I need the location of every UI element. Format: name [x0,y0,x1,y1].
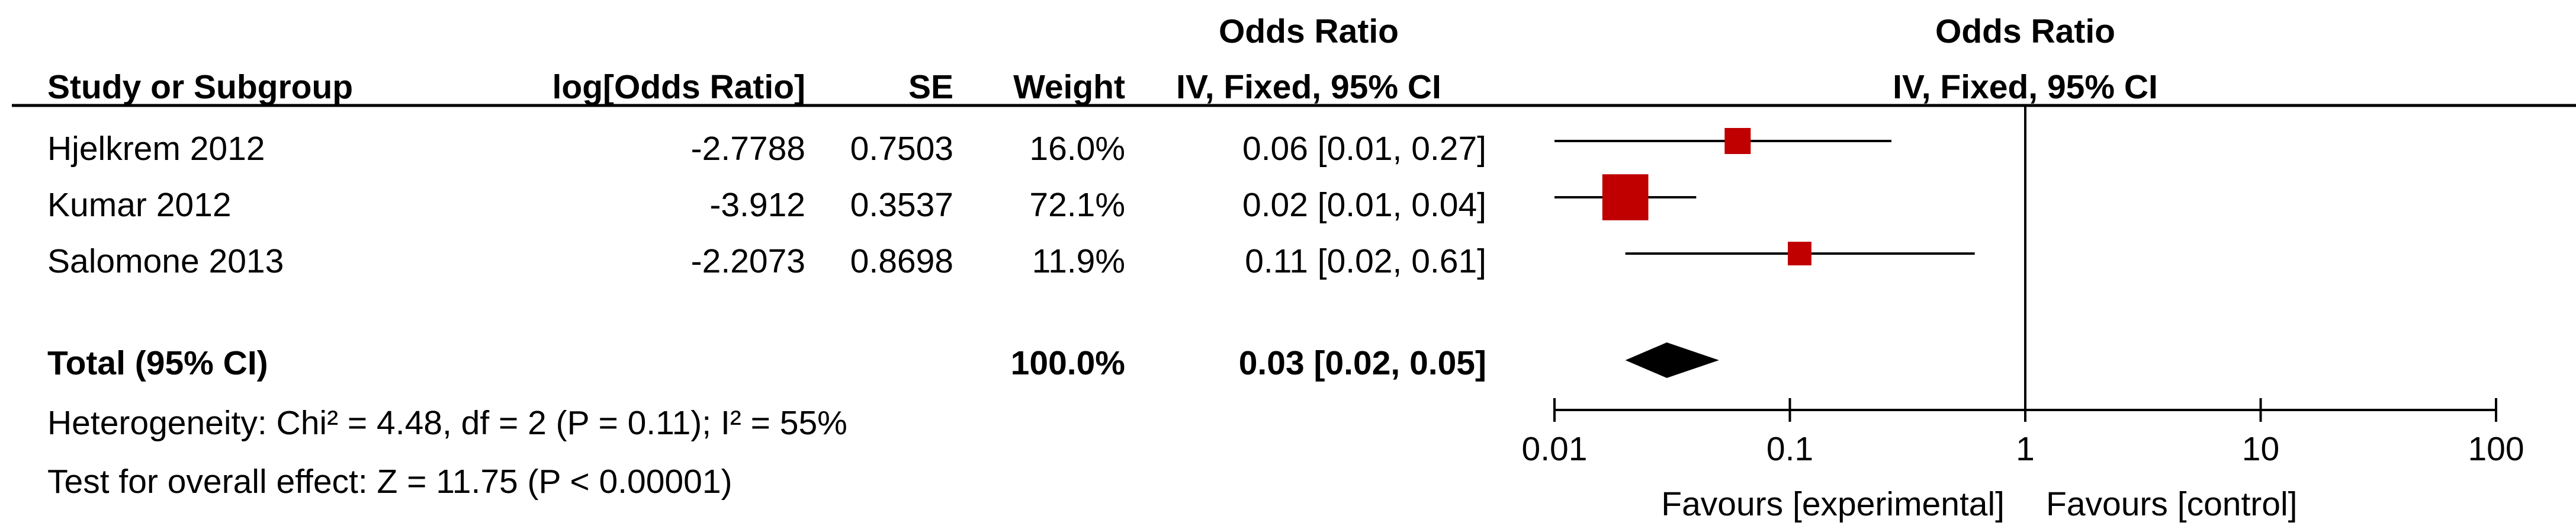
point-estimate-square [1602,174,1649,220]
or-column-title: Odds Ratio [1219,12,1399,50]
study-name: Salomone 2013 [47,242,284,280]
point-estimate-square [1724,128,1751,154]
favours-left-label: Favours [experimental] [1661,485,2005,523]
header-or-method: IV, Fixed, 95% CI [1176,68,1441,106]
or-ci-value: 0.06 [0.01, 0.27] [1242,130,1486,168]
log-or-value: -2.2073 [691,242,805,280]
plot-area: 0.01 0.1 1 10 100 [1522,105,2524,468]
header-weight: Weight [1013,68,1125,106]
header-study: Study or Subgroup [47,68,353,106]
overall-effect-text: Test for overall effect: Z = 11.75 (P < … [47,463,733,501]
x-tick-label: 0.01 [1522,430,1588,468]
x-tick-label: 0.1 [1766,430,1813,468]
total-label: Total (95% CI) [47,344,268,382]
or-ci-value: 0.02 [0.01, 0.04] [1242,186,1486,224]
plot-title: Odds Ratio [1935,12,2115,50]
se-value: 0.8698 [850,242,953,280]
total-weight: 100.0% [1011,344,1125,382]
x-tick-label: 10 [2242,430,2279,468]
table-row-kumar: Kumar 2012 -3.912 0.3537 72.1% 0.02 [0.0… [47,186,1486,224]
x-tick-label: 1 [2016,430,2035,468]
weight-value: 16.0% [1029,130,1125,168]
weight-value: 72.1% [1029,186,1125,224]
plot-method: IV, Fixed, 95% CI [1893,68,2158,106]
or-ci-value: 0.11 [0.02, 0.61] [1245,242,1486,280]
log-or-value: -2.7788 [691,130,805,168]
point-estimate-square [1788,242,1811,265]
total-or-ci: 0.03 [0.02, 0.05] [1239,344,1486,382]
x-tick-label: 100 [2468,430,2524,468]
pooled-diamond [1625,342,1719,378]
weight-value: 11.9% [1032,242,1125,280]
study-name: Kumar 2012 [47,186,232,224]
heterogeneity-text: Heterogeneity: Chi² = 4.48, df = 2 (P = … [47,404,847,442]
log-or-value: -3.912 [709,186,805,224]
header-se: SE [908,68,953,106]
se-value: 0.3537 [850,186,953,224]
header-log-or: log[Odds Ratio] [553,68,805,106]
se-value: 0.7503 [850,130,953,168]
favours-right-label: Favours [control] [2046,485,2298,523]
table-row-total: Total (95% CI) 100.0% 0.03 [0.02, 0.05] [47,344,1486,382]
table-row-hjelkrem: Hjelkrem 2012 -2.7788 0.7503 16.0% 0.06 … [47,130,1486,168]
table-row-salomone: Salomone 2013 -2.2073 0.8698 11.9% 0.11 … [47,242,1486,280]
study-name: Hjelkrem 2012 [47,130,265,168]
